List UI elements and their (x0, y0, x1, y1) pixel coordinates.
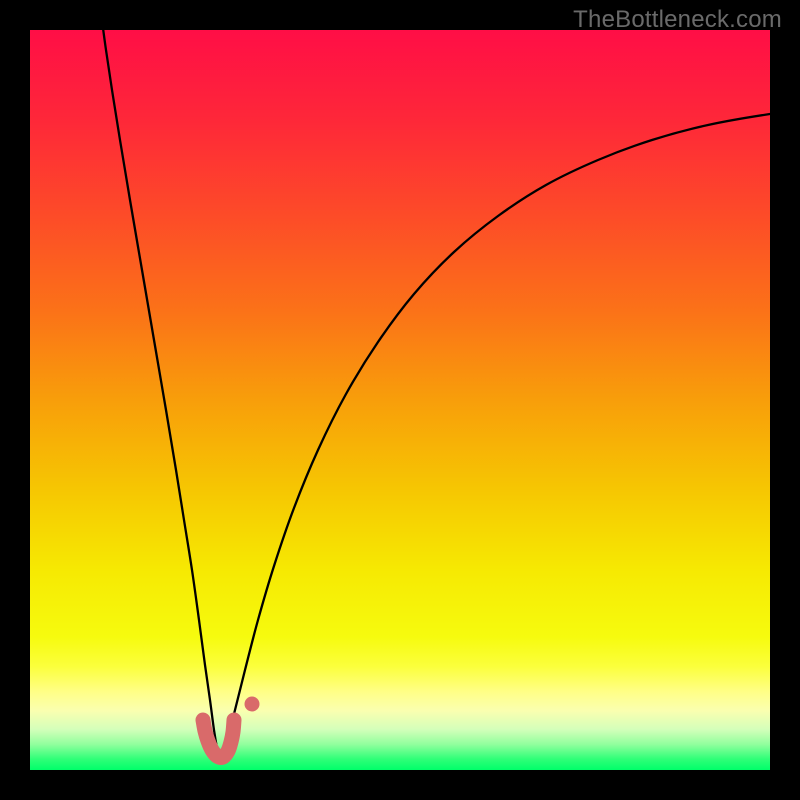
chart-outer: TheBottleneck.com (0, 0, 800, 800)
chart-svg (30, 30, 770, 770)
marker-dot (245, 697, 260, 712)
gradient-background (30, 30, 770, 770)
plot-area (30, 30, 770, 770)
